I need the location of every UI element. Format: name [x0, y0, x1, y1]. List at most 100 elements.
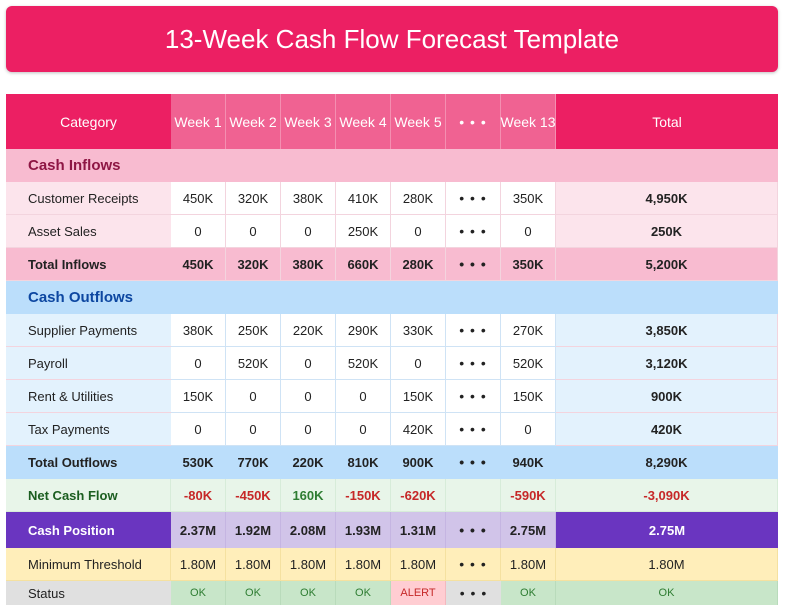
- table-cell: 1.80M: [171, 548, 226, 581]
- cash-flow-table: Category Week 1 Week 2 Week 3 Week 4 Wee…: [6, 94, 778, 605]
- table-cell: 0: [281, 215, 336, 248]
- row-total: 2.75M: [556, 512, 778, 548]
- table-cell: 2.75M: [501, 512, 556, 548]
- row-total: 420K: [556, 413, 778, 446]
- table-cell: 0: [336, 380, 391, 413]
- ellipsis-cell: • • •: [446, 248, 501, 281]
- row-label: Minimum Threshold: [6, 548, 171, 581]
- table-cell: 0: [226, 380, 281, 413]
- table-cell: 220K: [281, 314, 336, 347]
- ellipsis-cell: • • •: [446, 182, 501, 215]
- ellipsis-cell: • • •: [446, 413, 501, 446]
- table-cell: 0: [336, 413, 391, 446]
- table-cell: 220K: [281, 446, 336, 479]
- table-cell: -620K: [391, 479, 446, 512]
- row-total: 4,950K: [556, 182, 778, 215]
- table-cell: 1.93M: [336, 512, 391, 548]
- row-label: Total Inflows: [6, 248, 171, 281]
- table-cell: 270K: [501, 314, 556, 347]
- table-cell: 660K: [336, 248, 391, 281]
- row-label: Total Outflows: [6, 446, 171, 479]
- table-cell: 380K: [281, 182, 336, 215]
- row-label: Rent & Utilities: [6, 380, 171, 413]
- table-cell: -150K: [336, 479, 391, 512]
- row-label: Asset Sales: [6, 215, 171, 248]
- table-cell: 0: [226, 413, 281, 446]
- status-badge: OK: [281, 581, 336, 605]
- row-total: 900K: [556, 380, 778, 413]
- header-week-1: Week 1: [171, 94, 226, 149]
- ellipsis-cell: • • •: [446, 347, 501, 380]
- table-cell: 1.80M: [336, 548, 391, 581]
- table-cell: 150K: [171, 380, 226, 413]
- status-badge: OK: [226, 581, 281, 605]
- header-week-3: Week 3: [281, 94, 336, 149]
- table-cell: 280K: [391, 182, 446, 215]
- table-cell: -590K: [501, 479, 556, 512]
- table-cell: 1.80M: [226, 548, 281, 581]
- table-cell: 770K: [226, 446, 281, 479]
- header-category: Category: [6, 94, 171, 149]
- section-cash-outflows: Cash Outflows: [6, 281, 778, 314]
- table-cell: 320K: [226, 248, 281, 281]
- table-cell: 0: [501, 413, 556, 446]
- ellipsis-cell: • • •: [446, 548, 501, 581]
- table-cell: 0: [281, 347, 336, 380]
- table-cell: 0: [171, 347, 226, 380]
- table-cell: 0: [171, 215, 226, 248]
- status-badge: OK: [171, 581, 226, 605]
- table-cell: 0: [391, 215, 446, 248]
- table-cell: 2.37M: [171, 512, 226, 548]
- table-cell: 1.80M: [391, 548, 446, 581]
- ellipsis-cell: • • •: [446, 512, 501, 548]
- table-cell: 0: [226, 215, 281, 248]
- header-week-2: Week 2: [226, 94, 281, 149]
- table-cell: 0: [391, 347, 446, 380]
- table-cell: 410K: [336, 182, 391, 215]
- table-cell: 160K: [281, 479, 336, 512]
- empty-cell: [446, 479, 501, 512]
- header-week-5: Week 5: [391, 94, 446, 149]
- table-cell: 520K: [336, 347, 391, 380]
- table-cell: 150K: [391, 380, 446, 413]
- row-total: OK: [556, 581, 778, 605]
- table-cell: 520K: [501, 347, 556, 380]
- table-cell: 420K: [391, 413, 446, 446]
- header-total: Total: [556, 94, 778, 149]
- row-total: 5,200K: [556, 248, 778, 281]
- header-ellipsis: • • •: [446, 94, 501, 149]
- row-label: Net Cash Flow: [6, 479, 171, 512]
- table-cell: 530K: [171, 446, 226, 479]
- table-cell: 330K: [391, 314, 446, 347]
- table-cell: -80K: [171, 479, 226, 512]
- table-cell: 1.31M: [391, 512, 446, 548]
- table-cell: 0: [501, 215, 556, 248]
- table-cell: 1.80M: [281, 548, 336, 581]
- row-label: Payroll: [6, 347, 171, 380]
- row-total: 3,850K: [556, 314, 778, 347]
- table-cell: 350K: [501, 248, 556, 281]
- table-cell: 940K: [501, 446, 556, 479]
- status-badge: OK: [501, 581, 556, 605]
- table-cell: 320K: [226, 182, 281, 215]
- table-cell: 900K: [391, 446, 446, 479]
- table-cell: 1.92M: [226, 512, 281, 548]
- row-total: -3,090K: [556, 479, 778, 512]
- row-total: 8,290K: [556, 446, 778, 479]
- row-total: 1.80M: [556, 548, 778, 581]
- table-cell: 280K: [391, 248, 446, 281]
- section-cash-inflows: Cash Inflows: [6, 149, 778, 182]
- page-title: 13-Week Cash Flow Forecast Template: [6, 6, 778, 72]
- table-cell: 810K: [336, 446, 391, 479]
- table-cell: 290K: [336, 314, 391, 347]
- table-cell: 350K: [501, 182, 556, 215]
- ellipsis-cell: • • •: [446, 314, 501, 347]
- table-cell: 250K: [336, 215, 391, 248]
- table-cell: 150K: [501, 380, 556, 413]
- table-cell: 0: [281, 380, 336, 413]
- row-label: Cash Position: [6, 512, 171, 548]
- status-badge: OK: [336, 581, 391, 605]
- table-cell: 380K: [171, 314, 226, 347]
- row-label: Tax Payments: [6, 413, 171, 446]
- table-cell: 450K: [171, 182, 226, 215]
